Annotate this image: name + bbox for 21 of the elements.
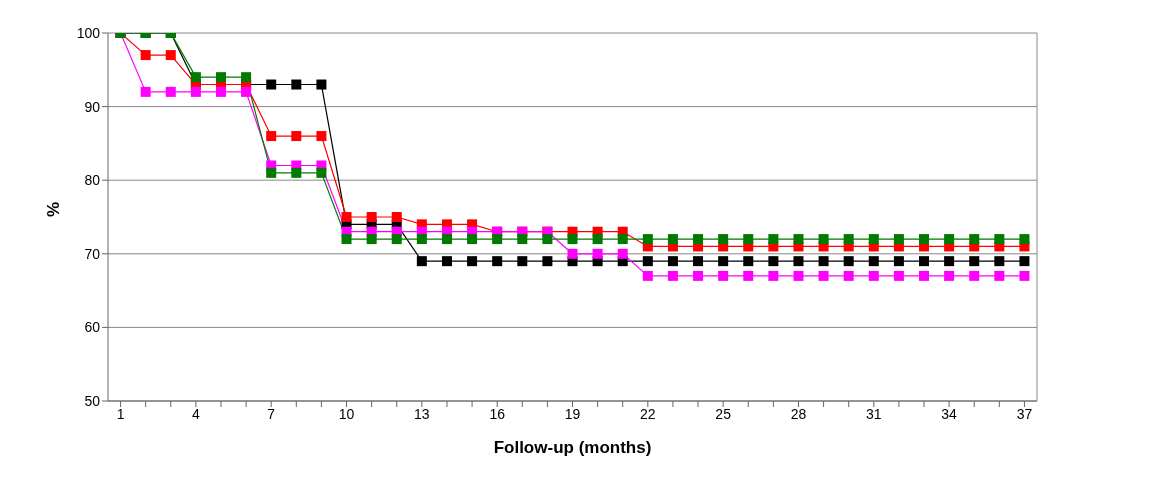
x-tick-label: 22 (640, 405, 656, 422)
x-tick-label: 34 (941, 405, 958, 422)
x-axis-title: Follow-up (months) (493, 438, 652, 457)
x-tick-label: 19 (564, 405, 581, 422)
y-axis-title: % (44, 201, 64, 217)
y-tick-label: 60 (84, 319, 101, 336)
x-tick-label: 7 (267, 405, 276, 422)
x-tick-label: 10 (338, 405, 355, 422)
y-tick-label: 50 (84, 392, 101, 409)
y-tick-label: 70 (84, 245, 101, 262)
y-tick-label: 100 (76, 24, 101, 41)
y-tick-label: 80 (84, 172, 101, 189)
x-tick-label: 4 (191, 405, 200, 422)
x-tick-label: 13 (414, 405, 430, 422)
x-tick-label: 31 (866, 405, 882, 422)
x-tick-label: 28 (790, 405, 807, 422)
x-tick-label: 16 (489, 405, 506, 422)
x-tick-label: 25 (715, 405, 732, 422)
y-tick-label: 90 (84, 98, 101, 115)
x-tick-label: 37 (1016, 405, 1033, 422)
x-tick-label: 1 (116, 405, 125, 422)
